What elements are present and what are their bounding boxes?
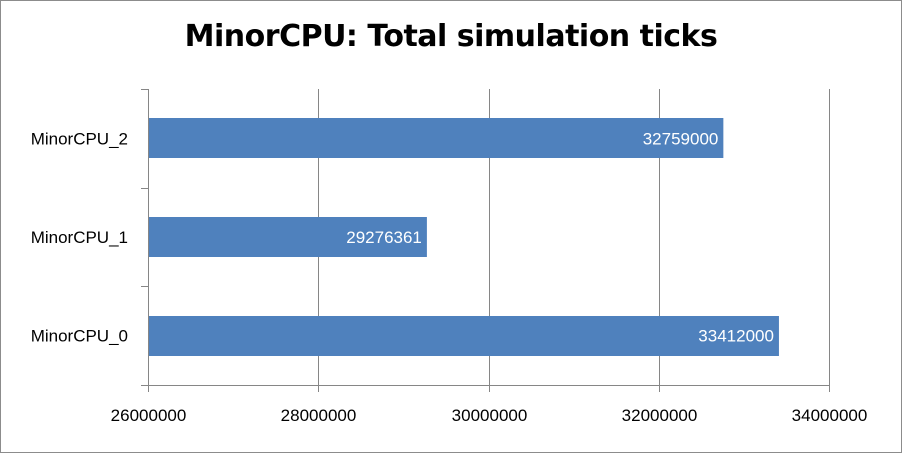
bar xyxy=(149,118,724,158)
x-tick-label: 30000000 xyxy=(452,406,528,425)
category-label: MinorCPU_1 xyxy=(31,228,128,247)
chart-title: MinorCPU: Total simulation ticks xyxy=(184,19,718,54)
bar xyxy=(149,316,779,356)
category-label: MinorCPU_0 xyxy=(31,327,128,346)
bar-data-label: 32759000 xyxy=(643,129,719,148)
x-tick-label: 28000000 xyxy=(281,406,357,425)
x-tick-label: 34000000 xyxy=(792,406,868,425)
x-tick-label: 32000000 xyxy=(622,406,698,425)
bar-data-label: 33412000 xyxy=(698,327,774,346)
bar-data-label: 29276361 xyxy=(346,228,422,247)
bar xyxy=(149,217,427,257)
category-label: MinorCPU_2 xyxy=(31,129,128,148)
x-tick-label: 26000000 xyxy=(111,406,187,425)
